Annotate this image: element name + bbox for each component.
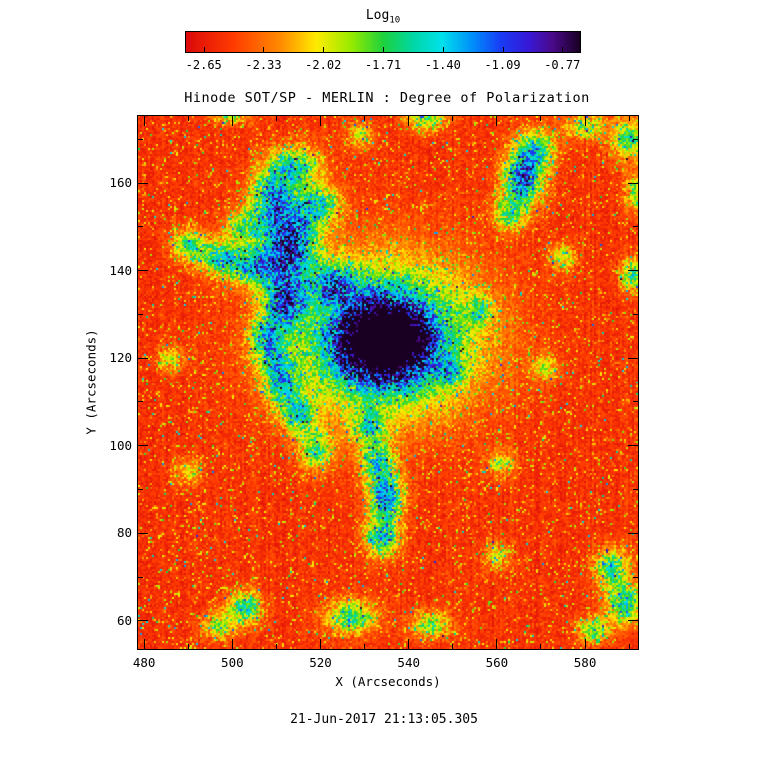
y-tick-label: 100 [109, 437, 132, 453]
y-tick-label: 140 [109, 262, 132, 278]
colorbar-title: Log10 [185, 8, 581, 26]
colorbar-tick [562, 47, 564, 52]
colorbar-tick [502, 47, 504, 52]
colorbar-tick-label: -2.02 [305, 58, 342, 72]
x-tick-label: 520 [309, 655, 332, 670]
x-axis-label: X (Arcseconds) [335, 674, 441, 689]
colorbar-tick [442, 47, 444, 52]
y-tick-label: 80 [116, 525, 132, 541]
y-tick-label: 60 [116, 612, 132, 628]
y-axis-label: Y (Arcseconds) [83, 329, 99, 435]
colorbar-tick-label: -2.33 [245, 58, 282, 72]
x-tick-label: 480 [132, 655, 156, 670]
colorbar-title-subscript: 10 [389, 15, 401, 26]
colorbar-tick [323, 47, 325, 52]
colorbar-tick [263, 47, 265, 52]
colorbar-tick-label: -1.09 [484, 58, 521, 72]
colorbar-tick-label: -1.71 [364, 58, 402, 72]
colorbar-title-text: Log [365, 8, 390, 23]
x-tick-label: 560 [485, 655, 509, 670]
colorbar-tick-label: -2.65 [185, 58, 222, 72]
colorbar-tick [383, 47, 384, 52]
y-tick-label: 160 [109, 175, 132, 190]
colorbar-tick [203, 47, 205, 52]
polarization-heatmap [138, 116, 638, 649]
colorbar [185, 31, 581, 53]
x-tick-label: 580 [573, 655, 597, 670]
x-tick-label: 500 [221, 655, 244, 670]
x-tick-label: 540 [397, 655, 420, 670]
colorbar-tick-label: -0.77 [544, 58, 581, 72]
plot-area [137, 115, 639, 650]
y-tick-label: 120 [109, 350, 132, 366]
chart-title: Hinode SOT/SP - MERLIN : Degree of Polar… [184, 90, 590, 106]
timestamp: 21-Jun-2017 21:13:05.305 [290, 712, 478, 727]
colorbar-tick-label: -1.40 [424, 58, 461, 72]
colorbar-gradient [186, 32, 580, 52]
